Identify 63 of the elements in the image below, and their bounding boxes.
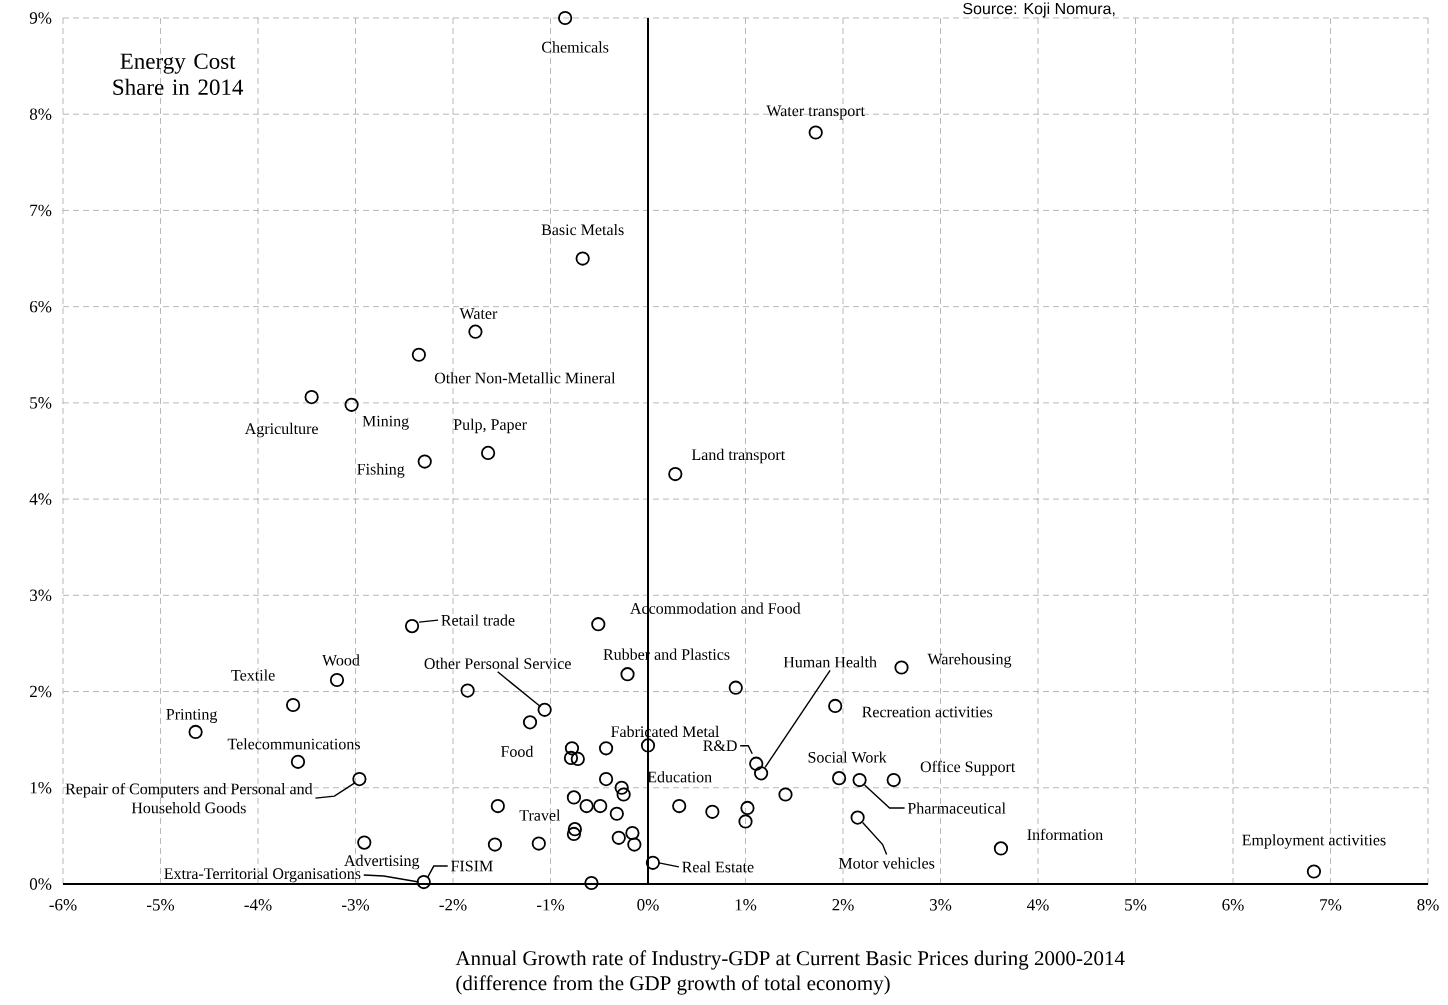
y-tick-label: 8% xyxy=(29,108,52,120)
x-tick-label: -1% xyxy=(536,899,565,911)
annotation: Wood xyxy=(322,654,360,666)
x-tick-label: 4% xyxy=(1027,899,1049,911)
y-axis-title: Energy Cost Share in 2014 xyxy=(113,53,244,95)
annotation: Basic Metals xyxy=(541,223,624,236)
x-tick-label: -6% xyxy=(49,899,77,911)
annotation: Warehousing xyxy=(927,653,1012,668)
annotation: Fishing xyxy=(357,463,405,478)
x-tick-label: 3% xyxy=(929,899,952,911)
annotation: Advertising xyxy=(344,854,420,870)
annotation: Information xyxy=(1027,828,1103,841)
x-tick-label: 8% xyxy=(1417,899,1439,911)
x-tick-label: -5% xyxy=(146,899,175,911)
annotation: Textile xyxy=(231,669,275,681)
y-tick-label: 0% xyxy=(29,878,52,890)
annotation: Recreation activities xyxy=(862,706,993,718)
x-tick-label: 6% xyxy=(1222,899,1244,911)
annotation: Education xyxy=(647,771,712,783)
annotation: Printing xyxy=(166,708,218,723)
x-tick-label: -4% xyxy=(244,899,272,911)
annotation: Other Non-Metallic Mineral xyxy=(434,372,616,384)
annotation: Human Health xyxy=(783,656,877,668)
annotation: Pulp, Paper xyxy=(453,418,527,434)
y-tick-label: 1% xyxy=(30,782,52,794)
annotation: Real Estate xyxy=(682,861,754,873)
annotation: Office Support xyxy=(920,760,1016,776)
annotation: Agriculture xyxy=(244,422,318,438)
y-tick-label: 6% xyxy=(30,300,52,313)
annotation: Water xyxy=(459,308,498,320)
annotation: Travel xyxy=(519,809,561,821)
annotation: Chemicals xyxy=(542,41,609,53)
annotation: Extra-Territorial Organisations xyxy=(164,867,361,883)
y-tick-label: 4% xyxy=(29,493,52,505)
annotation: Employment activities xyxy=(1242,834,1386,849)
annotation: Repair of Computers and Personal and Household Goods xyxy=(65,782,313,814)
annotation: Telecommunications xyxy=(227,738,360,750)
annotation: Pharmaceutical xyxy=(907,802,1006,814)
x-axis-title: Annual Growth rate of Industry-GDP at Current Basic Prices during 2000-2014 xyxy=(455,950,1125,970)
x-tick-label: -2% xyxy=(439,899,467,911)
annotation: Other Personal Service xyxy=(424,657,571,670)
x-tick-label: 1% xyxy=(735,899,757,911)
y-tick-label: 9% xyxy=(29,12,52,24)
annotation: R&D xyxy=(703,740,737,752)
source-note: Source: Koji Nomura, xyxy=(963,2,1115,18)
y-tick-label: 3% xyxy=(30,589,52,602)
annotation: Mining xyxy=(362,415,409,430)
x-tick-label: 5% xyxy=(1125,899,1147,911)
x-tick-label: 2% xyxy=(832,899,854,911)
annotation: Land transport xyxy=(691,448,786,464)
annotation: Retail trade xyxy=(441,614,515,626)
y-tick-label: 2% xyxy=(30,685,52,698)
x-tick-label: -3% xyxy=(341,899,370,911)
y-tick-label: 7% xyxy=(30,204,52,217)
x-tick-label: 7% xyxy=(1320,899,1342,911)
annotation: Food xyxy=(500,745,534,757)
y-tick-label: 5% xyxy=(30,397,52,409)
annotation: FISIM xyxy=(451,860,493,872)
text: (difference from the GDP growth of total economy) xyxy=(456,975,890,995)
x-tick-label: 0% xyxy=(637,899,659,911)
annotation: Motor vehicles xyxy=(838,857,935,869)
annotation: Water transport xyxy=(766,105,865,120)
annotation: Social Work xyxy=(808,751,887,763)
